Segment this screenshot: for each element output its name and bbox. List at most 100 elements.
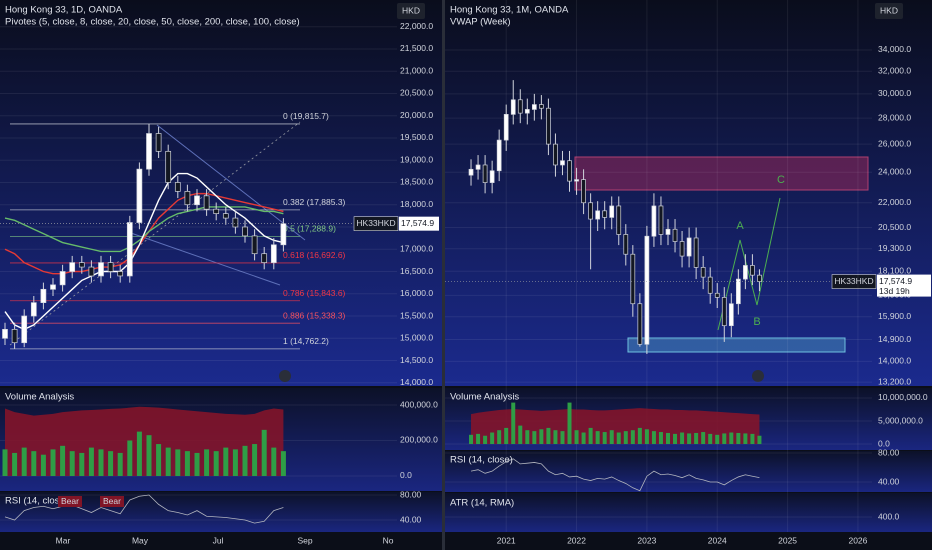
x-tick-label: Jul — [213, 535, 224, 545]
volume-bar — [673, 433, 678, 445]
candle-body — [107, 262, 114, 272]
volume-bar — [525, 430, 530, 445]
candle-body — [270, 244, 277, 263]
y-tick-label: 20,000.0 — [400, 110, 433, 120]
currency-button[interactable] — [397, 3, 425, 19]
candle-body — [581, 179, 586, 204]
volume-bar — [560, 431, 565, 445]
candle-body — [184, 191, 191, 206]
volume-bar — [637, 427, 642, 445]
y-tick-label: 30,000.0 — [878, 88, 911, 98]
y-tick-label: 14,900.0 — [878, 334, 911, 344]
last-price-label: 17,574.9 — [401, 218, 434, 228]
volume-bar — [232, 449, 238, 476]
y-tick-label: 0.0 — [878, 438, 890, 448]
price-box — [877, 274, 931, 297]
candle-body — [468, 168, 474, 176]
volume-bar — [483, 435, 488, 445]
x-tick-label: 2025 — [778, 535, 797, 545]
y-tick-label: 21,000.0 — [400, 65, 433, 75]
x-tick-label: May — [132, 535, 149, 545]
candle-body — [757, 274, 762, 282]
fib-label: 0.786 (15,843.6) — [283, 288, 346, 298]
candle-body — [510, 99, 516, 115]
volume-bar — [532, 431, 537, 445]
volume-bar — [136, 431, 142, 476]
last-price-label: 17,574.9 — [879, 276, 912, 286]
candle-body — [524, 109, 530, 114]
volume-bar — [609, 430, 614, 445]
volume-bar — [574, 430, 579, 445]
candle-body — [489, 170, 495, 183]
symbol-label: HK33HKD — [356, 218, 395, 228]
volume-bar — [476, 433, 481, 445]
candle-body — [30, 302, 37, 317]
candle-body — [574, 179, 579, 182]
pane-title: RSI (14, close) — [5, 496, 68, 507]
icon — [752, 370, 764, 382]
y-tick-label: 15,500.0 — [400, 310, 433, 320]
abc-path — [717, 197, 781, 331]
candle-body — [630, 253, 636, 305]
y-tick-label: 20,500.0 — [878, 222, 911, 232]
y-tick-label: 13,200.0 — [878, 376, 911, 386]
moving-average — [4, 172, 284, 331]
moving-average — [4, 206, 284, 253]
candle-body — [50, 284, 56, 290]
currency-button[interactable] — [875, 3, 903, 19]
volume-bar — [567, 402, 572, 445]
fib-label: 0.886 (15,338.3) — [283, 310, 346, 320]
wave-label: A — [736, 220, 744, 232]
candle-body — [517, 99, 523, 114]
volume-bar — [2, 449, 8, 476]
volume-bar — [108, 451, 114, 476]
candle-body — [665, 228, 671, 235]
candle-body — [146, 133, 152, 170]
candle-body — [496, 139, 502, 172]
volume-bar — [630, 430, 635, 445]
volume-bar — [146, 435, 152, 476]
x-tick-label: 2023 — [637, 535, 656, 545]
volume-bar — [680, 432, 685, 445]
candle-body — [21, 315, 28, 344]
volume-bar — [50, 449, 56, 476]
volume-bar — [490, 432, 495, 445]
fib-trend — [9, 121, 301, 346]
volume-bar — [165, 447, 171, 476]
main-pane — [0, 0, 442, 386]
time-axis — [0, 532, 442, 550]
candle-body — [707, 276, 713, 294]
volume-bar — [616, 432, 621, 445]
y-tick-label: 19,000.0 — [400, 154, 433, 164]
candle-body — [721, 297, 727, 327]
candle-body — [2, 329, 8, 339]
volume-bar — [223, 447, 229, 476]
candle-body — [203, 195, 210, 210]
y-tick-label: 80.00 — [878, 447, 900, 457]
y-tick-label: 14,500.0 — [400, 355, 433, 365]
annotation-box — [58, 496, 82, 507]
volume-bar — [175, 449, 181, 476]
wave-label: C — [777, 174, 785, 186]
x-tick-label: 2021 — [497, 535, 516, 545]
volume-bar — [271, 447, 277, 476]
candle-body — [482, 164, 488, 183]
main-pane — [445, 0, 932, 386]
annotation-box — [100, 496, 124, 507]
volume-bar — [12, 452, 18, 476]
volume-bar — [88, 447, 94, 476]
headers: Hong Kong 33, 1D, OANDA Pivotes (5, clos… — [5, 3, 903, 507]
candle-body — [232, 217, 239, 228]
volume-bar — [261, 429, 267, 476]
volume-bar — [280, 451, 286, 476]
volume-bar — [60, 445, 66, 476]
volume-bar — [715, 434, 720, 445]
volume-bar — [602, 432, 607, 445]
candle-body — [651, 205, 657, 237]
y-tick-label: 20,500.0 — [400, 88, 433, 98]
drawings — [9, 121, 869, 382]
fib-label: 1 (14,762.2) — [283, 336, 329, 346]
time-axis — [445, 532, 932, 550]
candle-body — [616, 205, 622, 235]
